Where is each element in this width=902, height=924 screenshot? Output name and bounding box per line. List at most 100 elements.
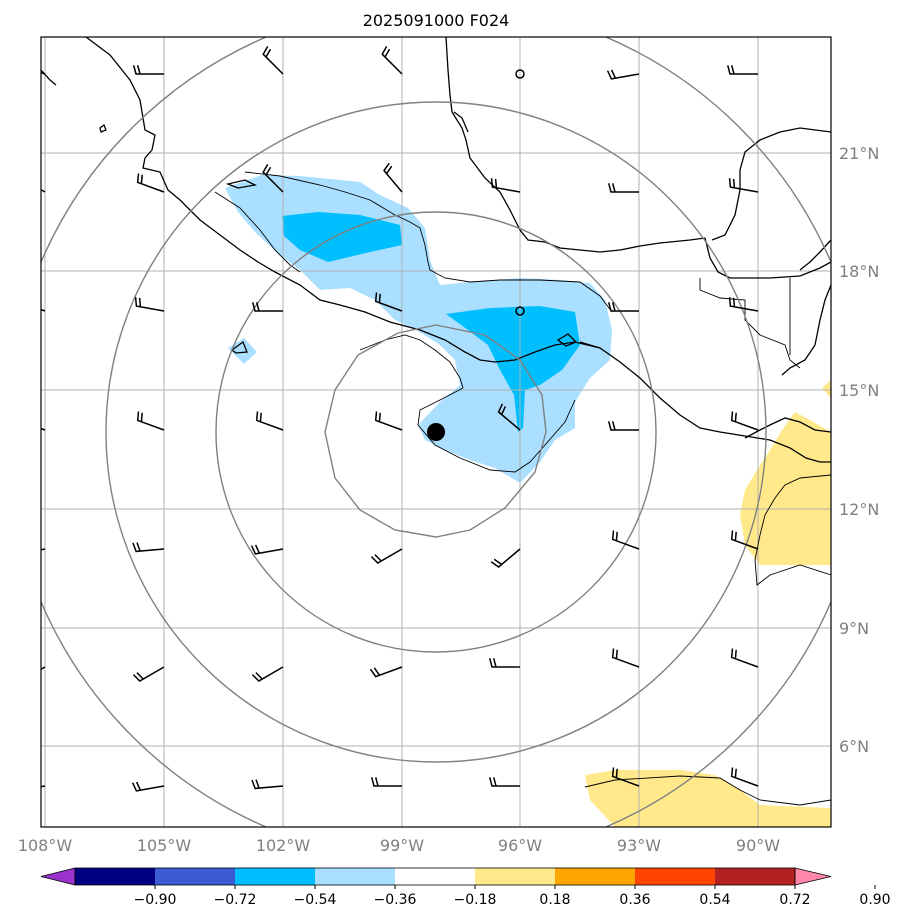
longitude-labels: 108°W 105°W 102°W 99°W 96°W 93°W 90°W [18,836,780,855]
wind-barb [134,297,165,312]
wind-barb [255,411,284,431]
lon-label: 105°W [137,836,192,855]
wind-barb [730,411,759,431]
map-area [41,37,831,827]
lat-label: 18°N [839,262,879,281]
wind-barb [370,777,402,787]
lat-label: 6°N [839,737,869,756]
wind-barb [251,779,284,790]
colorbar-tick-label: 0.90 [859,892,890,908]
coastline-inlet [556,333,578,347]
colorbar-segment [395,868,476,885]
wind-barb [611,530,640,550]
colorbar-extend-low [40,867,76,886]
wind-barb [251,666,284,682]
positive-shade-south [585,770,831,827]
colorbar-tick-label: −0.54 [294,892,337,908]
lon-label: 102°W [256,836,311,855]
wind-barb [607,302,639,312]
coastlines [41,37,831,463]
colorbar-tick-label: 0.36 [619,892,650,908]
wind-barb [132,542,165,553]
wind-barb [136,411,165,431]
wind-barb [607,421,639,431]
coastline-gulf-mexico [445,37,706,253]
colorbar-segment [75,868,156,885]
negative-shade-small [228,338,257,364]
wind-barb [726,65,758,75]
wind-barb [728,178,759,193]
wind-barb [383,162,403,193]
lon-label: 93°W [617,836,661,855]
wind-barb [381,46,403,75]
map-frame [40,36,832,828]
lat-label: 9°N [839,619,869,638]
colorbar-segment [475,868,556,885]
wind-barb [730,767,759,787]
border-state-4 [417,387,576,473]
coastline-island [99,123,107,133]
station-marker [515,69,525,79]
wind-barb [374,292,403,312]
colorbar-tick-label: 0.18 [539,892,570,908]
storm-center-marker [427,423,445,441]
range-ring-1 [324,324,547,538]
lon-label: 99°W [380,836,424,855]
colorbar-segment [715,868,796,885]
lat-label: 12°N [839,500,879,519]
range-ring-2 [215,211,657,653]
colorbar-extend-high [794,867,832,886]
wind-barb [606,69,640,80]
map-title: 2025091000 F024 [363,11,510,30]
wind-barb [251,302,283,312]
coastline-pacific-mexico [85,37,831,463]
gridlines [41,37,831,827]
colorbar-segment [315,868,396,885]
range-rings [41,37,831,827]
wind-barb [490,178,521,193]
station-marker [515,306,525,316]
wind-barb [607,183,639,193]
positive-shade-east [822,380,831,398]
coastline-honduras [744,417,831,439]
coastline-southern-mexico-islands [453,111,469,133]
colorbar-segment [155,868,236,885]
colorbar-tick-label: 0.72 [779,892,810,908]
lon-label: 90°W [736,836,780,855]
wind-barb [611,767,640,787]
wind-barb [136,173,165,193]
coastline-inlet-2 [579,341,601,349]
border-guatemala [699,289,801,369]
wind-barb [730,648,759,668]
colorbar-tick-label: 0.54 [699,892,730,908]
colorbar-tick-label: −0.18 [454,892,497,908]
coastline-belize [781,284,831,376]
wind-barb [132,65,164,75]
wind-barb [262,46,284,75]
borders [214,171,831,806]
wind-barb [728,297,759,312]
colorbar: −0.90 −0.72 −0.54 −0.36 −0.18 0.18 0.36 0.54 0.7… [40,867,891,908]
range-ring-3 [105,101,767,763]
wind-barb [497,403,521,431]
negative-shade-core-east [446,306,580,432]
wind-barb [369,666,403,678]
lat-label: 15°N [839,381,879,400]
wind-barb [488,777,520,787]
wind-barb [131,781,165,792]
wind-barb [488,658,520,668]
positive-shade-southeast [740,412,831,565]
wind-barb [730,530,759,550]
wind-barb [374,411,403,431]
wind-barb [370,548,403,564]
wind-barb [250,544,284,555]
colorbar-segment [555,868,636,885]
colorbar-segment [635,868,716,885]
coastline-lagoon [225,179,258,189]
colorbar-tick-label: −0.36 [374,892,417,908]
wind-barb [132,666,165,682]
lat-label: 21°N [839,144,879,163]
wind-barb [262,164,284,193]
wind-barb [611,648,640,668]
